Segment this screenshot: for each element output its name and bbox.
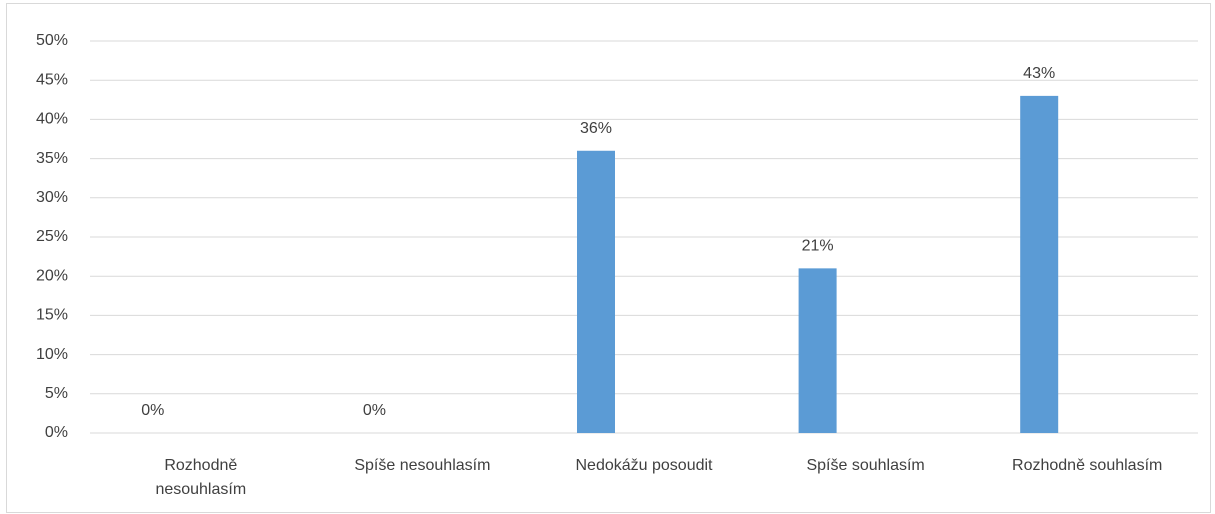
x-tick-label: Rozhodně souhlasím: [1012, 457, 1163, 474]
y-tick-label: 25%: [36, 228, 68, 245]
bar: [577, 150, 615, 433]
y-tick-label: 30%: [36, 189, 68, 206]
x-tick-label: Spíše nesouhlasím: [354, 457, 491, 474]
y-tick-label: 50%: [36, 32, 68, 49]
y-tick-label: 15%: [36, 307, 68, 324]
x-tick-label: Nedokážu posoudit: [575, 457, 713, 474]
data-label: 43%: [1023, 65, 1055, 82]
data-label: 36%: [580, 120, 612, 137]
data-label: 0%: [363, 402, 386, 419]
y-tick-label: 40%: [36, 111, 68, 128]
y-tick-label: 10%: [36, 346, 68, 363]
bar: [798, 268, 837, 433]
x-tick-label: Rozhodně nesouhlasím: [155, 457, 247, 498]
y-tick-label: 35%: [36, 150, 68, 167]
x-tick-label: Spíše souhlasím: [806, 457, 925, 474]
y-tick-label: 0%: [45, 424, 68, 441]
data-label: 21%: [802, 238, 834, 255]
y-tick-label: 20%: [36, 267, 68, 284]
y-tick-label: 5%: [45, 385, 68, 402]
y-tick-label: 45%: [36, 71, 68, 88]
bar: [1020, 95, 1059, 433]
data-label: 0%: [141, 402, 164, 419]
